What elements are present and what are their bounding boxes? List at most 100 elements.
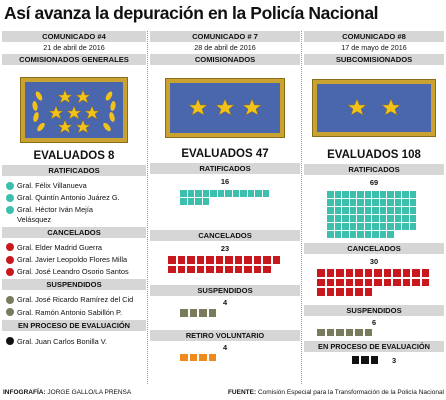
- ratificados-grid: [327, 191, 421, 239]
- unit-square: [364, 328, 372, 336]
- unit-square: [234, 265, 242, 273]
- list-item: Gral. Elder Madrid Guerra: [6, 243, 146, 252]
- cancelados-header: CANCELADOS: [2, 226, 146, 238]
- unit-square: [372, 223, 379, 230]
- unit-square: [355, 278, 363, 286]
- column-divider: [147, 31, 148, 384]
- unit-square: [402, 278, 410, 286]
- unit-square: [317, 288, 325, 296]
- unit-square: [327, 191, 334, 198]
- unit-square: [379, 207, 386, 214]
- unit-square: [342, 191, 349, 198]
- cancelados-header: CANCELADOS: [304, 243, 444, 254]
- unit-square: [342, 199, 349, 206]
- suspendidos-header: SUSPENDIDOS: [150, 285, 300, 296]
- unit-square: [387, 191, 394, 198]
- star-icon: [75, 89, 91, 104]
- unit-square: [189, 309, 197, 317]
- laurel-left-icon: [32, 91, 45, 132]
- unit-square: [180, 190, 187, 197]
- unit-square: [336, 328, 344, 336]
- star-icon: [57, 89, 73, 104]
- unit-square: [364, 269, 372, 277]
- unit-square: [364, 199, 371, 206]
- suspendidos-count: 6: [371, 317, 377, 327]
- unit-square: [355, 269, 363, 277]
- unit-square: [208, 353, 216, 361]
- unit-square: [326, 269, 334, 277]
- unit-square: [361, 356, 369, 364]
- unit-square: [421, 269, 429, 277]
- comunicado-date: 28 de abril de 2016: [194, 43, 256, 52]
- fuente-credit: FUENTE: Comisión Especial para la Transf…: [227, 389, 444, 396]
- proceso-list: Gral. Juan Carlos Bonilla V.: [2, 331, 146, 346]
- unit-square: [383, 278, 391, 286]
- page-title: Así avanza la depuración en la Policía N…: [4, 3, 379, 23]
- unit-square: [364, 191, 371, 198]
- list-item: Gral. Javier Leopoldo Flores Milla: [6, 255, 146, 264]
- rank-insignia-patch: [21, 78, 127, 142]
- star-icon: [381, 98, 401, 116]
- unit-square: [326, 288, 334, 296]
- unit-square: [336, 269, 344, 277]
- unit-square: [357, 191, 364, 198]
- unit-square: [342, 231, 349, 238]
- retiro-header: RETIRO VOLUNTARIO: [150, 329, 300, 341]
- retiro-count: 4: [222, 342, 228, 352]
- unit-square: [247, 190, 254, 197]
- unit-square: [263, 256, 271, 264]
- unit-square: [240, 190, 247, 197]
- unit-square: [394, 215, 401, 222]
- ratificados-header: RATIFICADOS: [2, 165, 146, 176]
- unit-square: [255, 190, 262, 197]
- unit-square: [202, 190, 209, 197]
- unit-square: [234, 256, 242, 264]
- unit-square: [402, 215, 409, 222]
- red-dot-icon: [6, 255, 14, 264]
- column-comunicado-7: COMUNICADO # 7 28 de abril de 2016 COMIS…: [150, 31, 300, 363]
- unit-square: [394, 191, 401, 198]
- unit-square: [355, 288, 363, 296]
- unit-square: [387, 199, 394, 206]
- unit-square: [402, 223, 409, 230]
- unit-square: [412, 269, 420, 277]
- unit-square: [187, 256, 195, 264]
- rank-insignia-patch: [166, 79, 284, 137]
- unit-square: [409, 223, 416, 230]
- suspendidos-list: Gral. José Ricardo Ramírez del Cid Gral.…: [2, 290, 146, 317]
- unit-square: [364, 207, 371, 214]
- proceso-header: EN PROCESO DE EVALUACIÓN: [2, 319, 146, 331]
- rank-label: COMISIONADOS GENERALES: [2, 54, 146, 65]
- unit-square: [345, 328, 353, 336]
- column-comunicado-8: COMUNICADO #8 17 de mayo de 2016 SUBCOMI…: [304, 31, 444, 367]
- unit-square: [326, 278, 334, 286]
- unit-square: [374, 278, 382, 286]
- cancelados-list: Gral. Elder Madrid Guerra Gral. Javier L…: [2, 238, 146, 277]
- ratificados-header: RATIFICADOS: [150, 163, 300, 174]
- unit-square: [327, 223, 334, 230]
- unit-square: [409, 199, 416, 206]
- unit-square: [217, 190, 224, 197]
- cancelados-header: CANCELADOS: [150, 230, 300, 241]
- teal-dot-icon: [6, 205, 14, 214]
- unit-square: [372, 199, 379, 206]
- unit-square: [402, 207, 409, 214]
- star-icon: [215, 98, 235, 116]
- list-item: Gral. José Leandro Osorio Santos: [6, 267, 146, 276]
- comunicado-date: 17 de mayo de 2016: [341, 43, 407, 52]
- unit-square: [336, 278, 344, 286]
- unit-square: [372, 207, 379, 214]
- teal-dot-icon: [6, 193, 14, 202]
- unit-square: [336, 288, 344, 296]
- unit-square: [370, 356, 379, 364]
- unit-square: [334, 215, 341, 222]
- retiro-grid: [180, 353, 270, 364]
- unit-square: [364, 288, 372, 296]
- unit-square: [345, 269, 353, 277]
- unit-square: [327, 215, 334, 222]
- unit-square: [351, 356, 360, 364]
- ratificados-list: Gral. Félix Villanueva Gral. Quintín Ant…: [2, 176, 146, 224]
- unit-square: [272, 256, 280, 264]
- unit-square: [372, 231, 379, 238]
- column-comunicado-4: COMUNICADO #4 21 de abril de 2016 COMISI…: [2, 31, 146, 349]
